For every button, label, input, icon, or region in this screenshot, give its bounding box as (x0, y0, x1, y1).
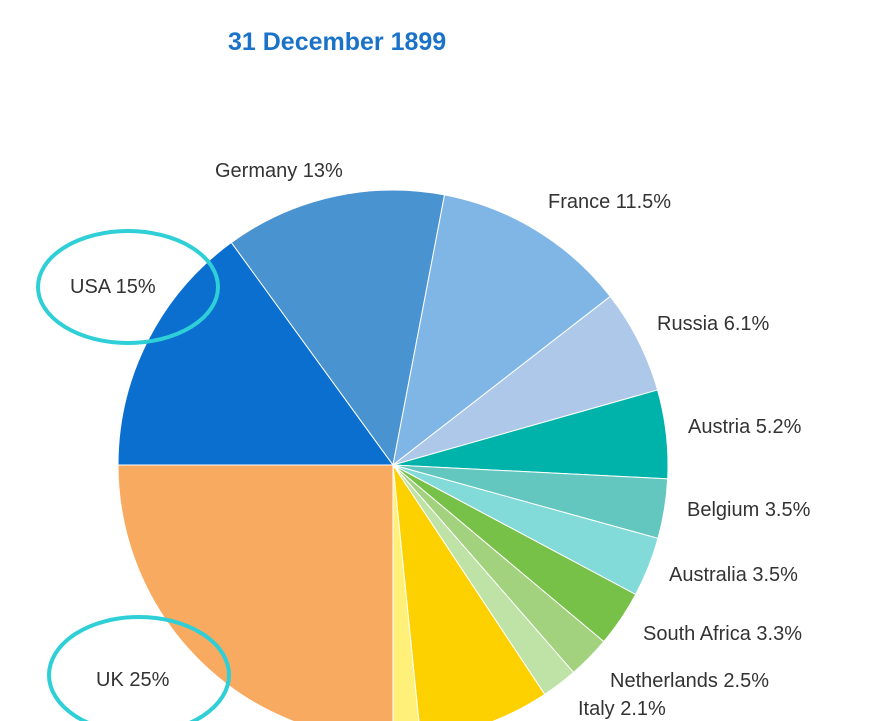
slice-segment-10 (392, 464, 546, 721)
slice-uk (117, 464, 394, 721)
label-austria: Austria 5.2% (688, 416, 802, 438)
chart-title: 31 December 1899 (228, 28, 447, 56)
label-australia: Australia 3.5% (669, 564, 798, 586)
label-uk: UK 25% (96, 669, 170, 691)
label-germany: Germany 13% (215, 160, 343, 182)
slice-segment-11 (392, 464, 420, 721)
highlight-rings (36, 229, 231, 721)
label-italy: Italy 2.1% (578, 698, 666, 720)
highlight-ring-uk (47, 615, 231, 721)
label-russia: Russia 6.1% (657, 313, 769, 335)
label-south-africa: South Africa 3.3% (643, 623, 802, 645)
pie-slices (117, 189, 669, 721)
highlight-ring-usa (36, 229, 220, 345)
pie-labels: USA 15% Germany 13% France 11.5% Russia 6.1… (70, 160, 811, 720)
label-netherlands: Netherlands 2.5% (610, 670, 769, 692)
label-belgium: Belgium 3.5% (687, 499, 811, 521)
label-france: France 11.5% (548, 191, 671, 213)
label-usa: USA 15% (70, 276, 156, 298)
slice-france (392, 194, 611, 467)
slice-germany (230, 189, 446, 467)
